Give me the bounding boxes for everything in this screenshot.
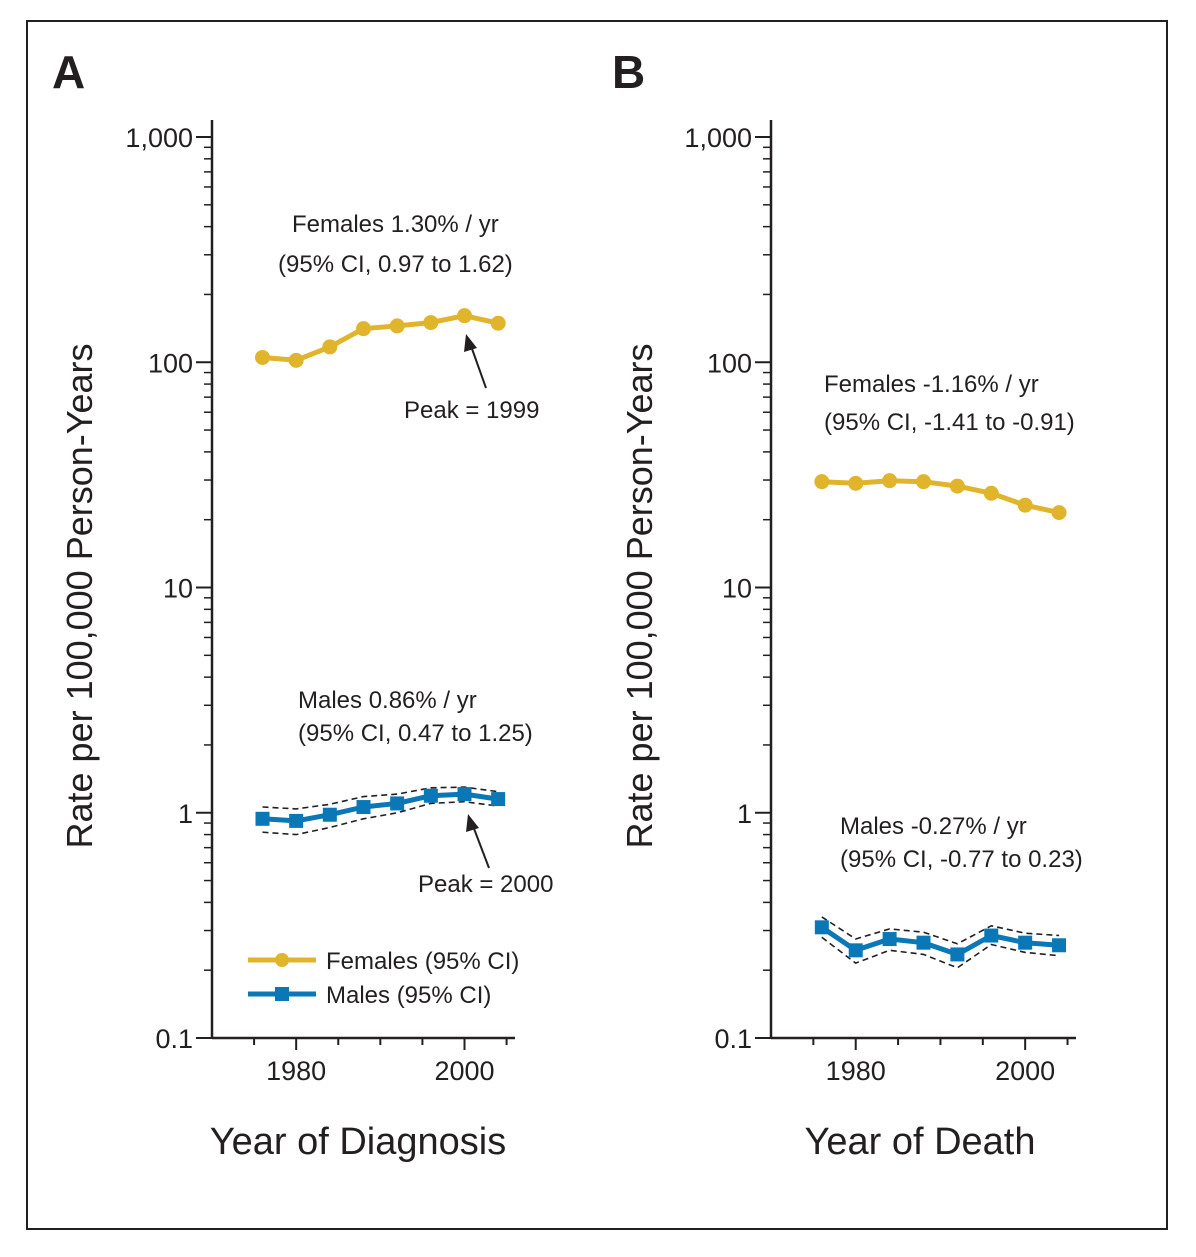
panel-a-males-annotation-line1: Males 0.86% / yr bbox=[298, 687, 477, 714]
panel-a-males-point bbox=[255, 811, 270, 826]
panel-b-males-annotation-line2: (95% CI, -0.77 to 0.23) bbox=[840, 846, 1083, 873]
panel-b-males-ci-upper bbox=[821, 916, 1060, 945]
panel-b-xtick-label: 2000 bbox=[995, 1056, 1055, 1086]
panel-b: B 1,000 100 10 1 0.1 1980 2000 Rate per 100,00… bbox=[612, 46, 1083, 1163]
panel-b-females-point bbox=[882, 473, 898, 489]
panel-b-letter: B bbox=[612, 46, 645, 98]
panel-b-males-point bbox=[882, 932, 897, 947]
panel-b-males-point bbox=[1052, 938, 1067, 953]
panel-a-males-point bbox=[322, 807, 337, 822]
panel-b-females-annotation-line2: (95% CI, -1.41 to -0.91) bbox=[824, 409, 1075, 436]
panel-b-females-point bbox=[983, 485, 999, 501]
panel-b-females-point bbox=[848, 475, 864, 491]
panel-a-females-point bbox=[423, 315, 439, 331]
panel-b-females-point bbox=[1017, 497, 1033, 513]
panel-a-ytick-label: 0.1 bbox=[155, 1024, 193, 1054]
panel-a-females-point bbox=[389, 318, 405, 334]
panel-b-males-annotation-line1: Males -0.27% / yr bbox=[840, 813, 1027, 840]
panel-a-males-peak-label: Peak = 2000 bbox=[418, 871, 553, 898]
panel-a-males-peak-arrow-shaft bbox=[472, 825, 490, 869]
panel-a-xtick-label: 2000 bbox=[434, 1056, 494, 1086]
panel-a-females-annotation-line2: (95% CI, 0.97 to 1.62) bbox=[278, 251, 513, 278]
panel-b-xtick-label: 1980 bbox=[826, 1056, 886, 1086]
panel-a-females-point bbox=[457, 308, 472, 324]
legend-males-label: Males (95% CI) bbox=[326, 982, 491, 1009]
panel-a-letter: A bbox=[52, 46, 85, 98]
panel-a-ytick-label: 100 bbox=[148, 348, 193, 378]
panel-a-females-peak-label: Peak = 1999 bbox=[404, 397, 539, 424]
panel-b-ytick-label: 100 bbox=[707, 348, 752, 378]
panel-b-ylabel: Rate per 100,000 Person-Years bbox=[619, 343, 660, 848]
panel-a-females-annotation-line1: Females 1.30% / yr bbox=[292, 211, 499, 238]
figure-frame bbox=[26, 20, 1168, 1230]
panel-a: A 1,000 100 10 1 0.1 1980 2000 Rate per 100,00… bbox=[52, 46, 553, 1163]
panel-b-axes: 1,000 100 10 1 0.1 1980 2000 bbox=[684, 120, 1076, 1086]
panel-b-females-point bbox=[916, 474, 931, 490]
panel-a-males-point bbox=[390, 796, 405, 811]
panel-a-males-point bbox=[356, 800, 371, 815]
panel-b-ytick-label: 10 bbox=[722, 574, 752, 604]
panel-b-males-point bbox=[950, 947, 965, 962]
panel-b-males-point bbox=[848, 943, 863, 958]
legend-females-label: Females (95% CI) bbox=[326, 948, 519, 975]
panel-a-males-peak-arrow-head bbox=[466, 814, 479, 832]
panel-a-females-point bbox=[255, 349, 270, 365]
panel-a-axes: 1,000 100 10 1 0.1 1980 2000 bbox=[125, 120, 515, 1086]
panel-a-ci bbox=[262, 786, 499, 836]
panel-b-females-point bbox=[814, 474, 830, 490]
panel-a-males-point bbox=[289, 813, 304, 828]
panel-b-females-point bbox=[949, 478, 965, 494]
panel-a-females-point bbox=[356, 321, 371, 337]
legend-males-marker bbox=[275, 987, 289, 1001]
panel-a-xlabel: Year of Diagnosis bbox=[210, 1121, 506, 1163]
panel-b-males-ci-lower bbox=[821, 936, 1060, 969]
panel-b-ytick-label: 1 bbox=[737, 799, 752, 829]
panel-a-females-peak-arrow-shaft bbox=[470, 345, 487, 389]
panel-b-males-point bbox=[1018, 935, 1033, 950]
panel-a-males-point bbox=[423, 788, 438, 803]
legend-females-marker bbox=[275, 953, 289, 967]
panel-a-males-point bbox=[491, 792, 506, 807]
panel-a-series bbox=[255, 308, 506, 828]
panel-b-males-point bbox=[916, 935, 931, 950]
panel-a-ytick-label: 10 bbox=[163, 574, 193, 604]
panel-b-xlabel: Year of Death bbox=[805, 1121, 1036, 1163]
panel-a-females-point bbox=[322, 339, 338, 355]
panel-b-ytick-label: 1,000 bbox=[684, 123, 752, 153]
panel-b-females-annotation-line1: Females -1.16% / yr bbox=[824, 371, 1039, 398]
panel-a-females-point bbox=[288, 352, 304, 368]
panel-b-males-point bbox=[984, 928, 999, 943]
panel-a-females-peak-arrow-head bbox=[464, 334, 477, 352]
legend: Females (95% CI) Males (95% CI) bbox=[248, 948, 519, 1009]
panel-b-ci bbox=[821, 916, 1060, 969]
panel-a-xtick-label: 1980 bbox=[266, 1056, 326, 1086]
panel-a-males-annotation-line2: (95% CI, 0.47 to 1.25) bbox=[298, 720, 533, 747]
panel-a-ytick-label: 1 bbox=[178, 799, 193, 829]
panel-a-ytick-label: 1,000 bbox=[125, 123, 193, 153]
panel-a-males-ci-lower bbox=[262, 800, 499, 836]
panel-a-females-point bbox=[490, 315, 506, 331]
panel-b-females-point bbox=[1051, 505, 1067, 521]
panel-b-ytick-label: 0.1 bbox=[714, 1024, 752, 1054]
panel-b-males-point bbox=[814, 920, 829, 935]
panel-a-males-point bbox=[457, 787, 472, 802]
panel-b-series bbox=[814, 473, 1067, 962]
panel-a-ylabel: Rate per 100,000 Person-Years bbox=[59, 343, 100, 848]
